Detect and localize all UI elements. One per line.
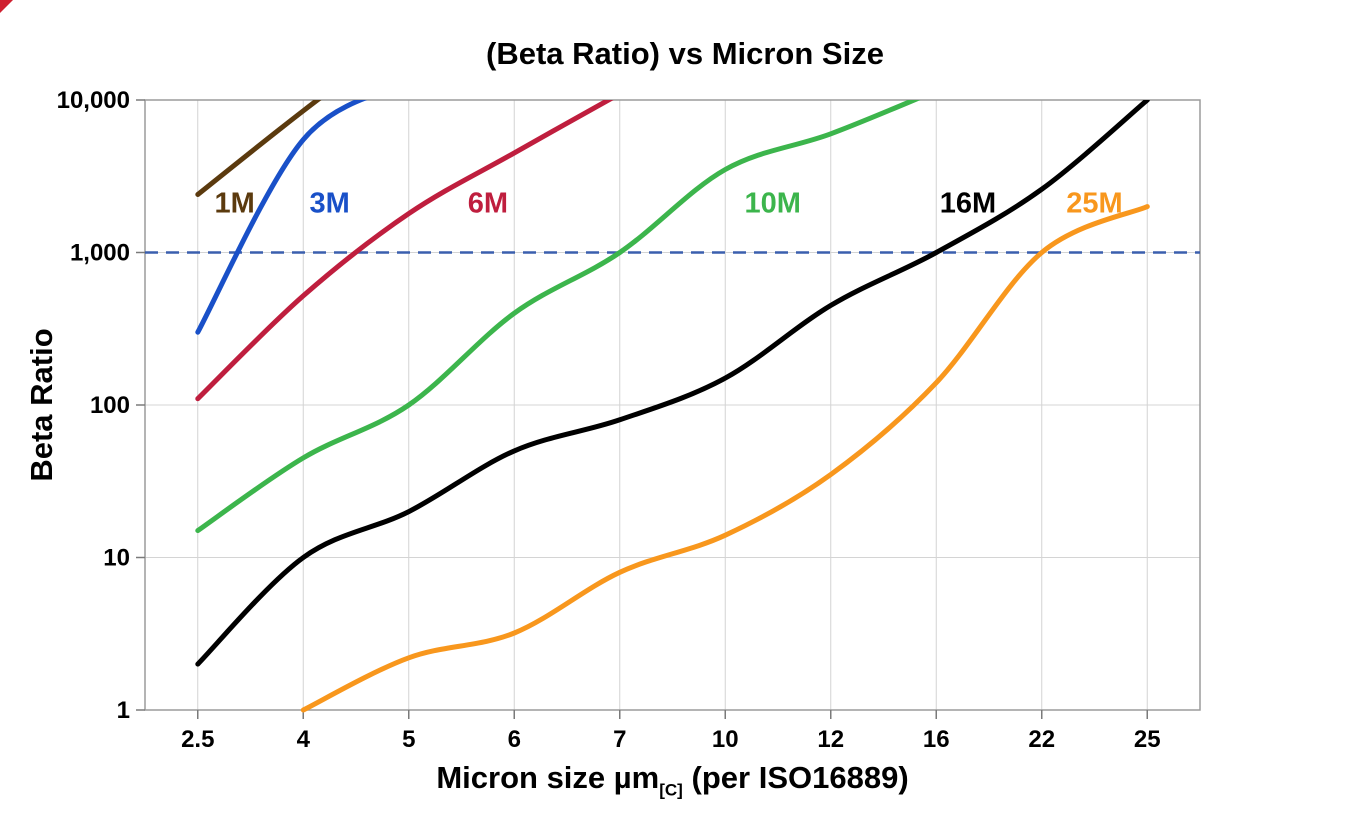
x-axis-title: Micron size µm[C] (per ISO16889) bbox=[145, 760, 1200, 801]
x-tick-label: 6 bbox=[508, 726, 521, 753]
y-tick-label: 10,000 bbox=[57, 87, 130, 114]
x-tick-label: 12 bbox=[817, 726, 844, 753]
series-line-16M bbox=[195, 100, 1150, 667]
series-label-25M: 25M bbox=[1066, 187, 1122, 219]
y-tick-label: 100 bbox=[90, 392, 130, 419]
series-line-10M bbox=[195, 100, 921, 534]
series-lines bbox=[195, 100, 1150, 713]
y-tick-label: 10 bbox=[103, 545, 130, 572]
chart-title: (Beta Ratio) vs Micron Size bbox=[486, 36, 884, 71]
series-label-16M: 16M bbox=[940, 187, 996, 219]
x-tick-label: 25 bbox=[1134, 726, 1161, 753]
x-tick-label: 4 bbox=[297, 726, 311, 753]
series-label-10M: 10M bbox=[745, 187, 801, 219]
x-tick-label: 22 bbox=[1028, 726, 1055, 753]
corner-marker bbox=[0, 0, 13, 13]
x-tick-label: 10 bbox=[712, 726, 739, 753]
gridlines bbox=[145, 100, 1200, 710]
x-tick-label: 7 bbox=[613, 726, 626, 753]
series-label-1M: 1M bbox=[215, 187, 255, 219]
y-tick-label: 1 bbox=[117, 697, 130, 724]
series-label-6M: 6M bbox=[468, 187, 508, 219]
series-label-3M: 3M bbox=[309, 187, 349, 219]
x-axis-title-main: Micron size µm bbox=[436, 760, 660, 795]
series-labels: 1M 3M 6M 10M 16M 25M bbox=[215, 187, 1123, 219]
series-line-25M bbox=[300, 204, 1150, 713]
series-line-3M bbox=[195, 100, 368, 335]
x-tick-label: 2.5 bbox=[181, 726, 214, 753]
x-tick-label: 16 bbox=[923, 726, 950, 753]
x-axis-title-subscript: [C] bbox=[659, 780, 683, 800]
x-tick-label: 5 bbox=[402, 726, 415, 753]
series-line-1M bbox=[195, 100, 322, 197]
series-line-6M bbox=[195, 100, 614, 402]
y-tick-label: 1,000 bbox=[70, 240, 130, 267]
axis-ticks: 2.5 4 5 6 7 10 12 16 22 25 1 10 100 1,000 10,000 bbox=[57, 87, 1161, 753]
x-axis-title-tail: (per ISO16889) bbox=[691, 760, 909, 795]
